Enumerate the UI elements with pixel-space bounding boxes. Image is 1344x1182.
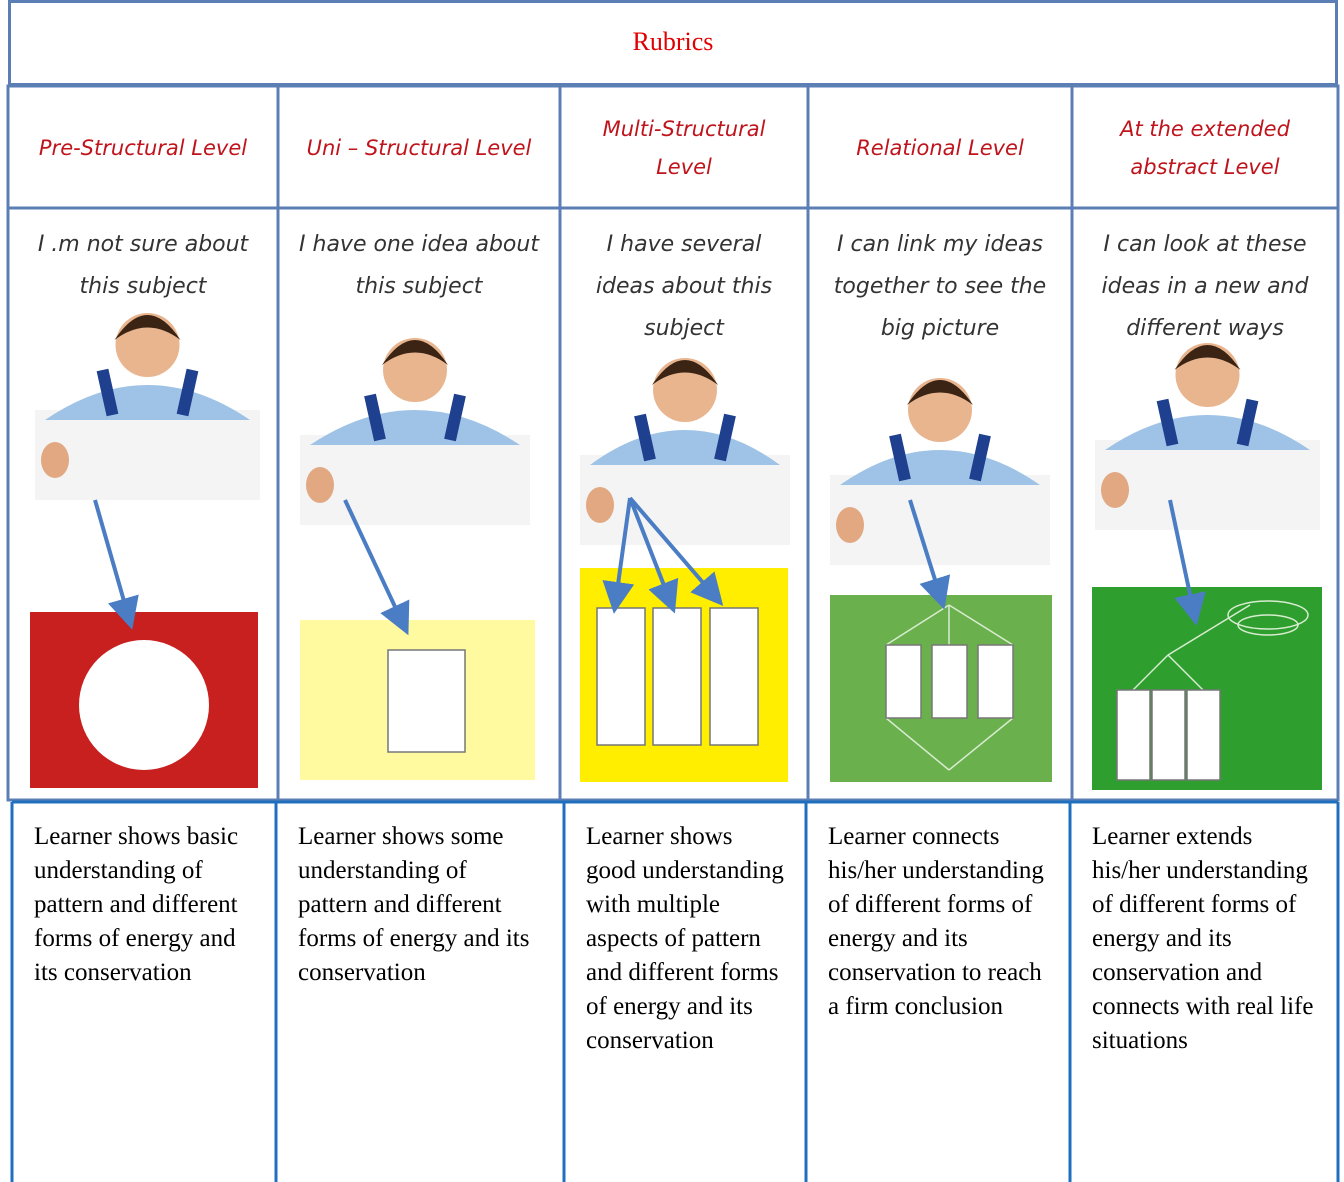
level-heading: Pre-Structural Level [38, 136, 248, 160]
arrow [1168, 499, 1206, 626]
circle-shape [79, 640, 209, 770]
level-description: Learner shows good understanding with mu… [586, 823, 784, 1054]
level-heading: Relational Level [856, 136, 1024, 160]
level-description: Learner shows some understanding of patt… [298, 823, 530, 986]
hand [1101, 472, 1129, 508]
hair [114, 315, 181, 340]
hand [306, 467, 334, 503]
hair [382, 340, 448, 365]
board [580, 455, 790, 545]
link-line [1132, 654, 1169, 691]
shirt [840, 450, 1040, 485]
level-description: Learner connects his/her understanding o… [828, 823, 1044, 1020]
arrow [628, 496, 724, 607]
shirt [45, 385, 250, 420]
idea-box [931, 644, 968, 719]
board [1095, 440, 1320, 530]
link-line [1167, 654, 1204, 691]
table-border [6, 84, 1340, 802]
idea-box [1186, 689, 1221, 781]
hand [41, 442, 69, 478]
backpack [889, 433, 991, 482]
level-caption: I have one idea about this subject [299, 232, 539, 299]
level-description: Learner extends his/her understanding of… [1092, 823, 1314, 1054]
level-description: Learner shows basic understanding of pat… [34, 823, 239, 986]
shirt [590, 430, 780, 465]
idea-box [387, 649, 466, 753]
link-line [885, 717, 950, 771]
link-line [1167, 604, 1251, 656]
board [300, 435, 530, 525]
idea-box [885, 644, 922, 719]
ring [1227, 600, 1309, 630]
arrow [628, 497, 679, 614]
backpack [1156, 398, 1259, 447]
idea-box [977, 644, 1014, 719]
level-caption: I have several ideas about this subject [595, 232, 773, 341]
idea-box [652, 607, 702, 746]
idea-box [1151, 689, 1186, 781]
idea-box [596, 607, 646, 746]
idea-box [1116, 689, 1151, 781]
level-heading: Multi-Structural Level [602, 117, 766, 179]
backpack [634, 413, 736, 462]
shirt [1105, 415, 1310, 450]
idea-box [709, 607, 759, 746]
arrow [343, 499, 410, 636]
level-caption: I can link my ideas together to see the … [833, 232, 1047, 341]
link-line [885, 604, 950, 646]
level-heading: Uni – Structural Level [306, 136, 532, 160]
arrow [602, 497, 635, 614]
backpack [96, 368, 199, 417]
ring [1237, 614, 1299, 636]
hair [1174, 345, 1241, 370]
arrow [908, 499, 951, 610]
level-heading: At the extended abstract Level [1120, 117, 1290, 179]
board [830, 475, 1050, 565]
link-line [948, 604, 1014, 646]
hand [586, 487, 614, 523]
hair [652, 360, 718, 385]
shirt [310, 410, 520, 445]
level-caption: I can look at these ideas in a new and d… [1101, 232, 1309, 341]
hand [836, 507, 864, 543]
backpack [364, 393, 466, 442]
level-caption: I .m not sure about this subject [37, 232, 249, 299]
link-line [948, 717, 1014, 771]
hair [907, 380, 973, 405]
board [35, 410, 260, 500]
arrow [93, 499, 139, 630]
